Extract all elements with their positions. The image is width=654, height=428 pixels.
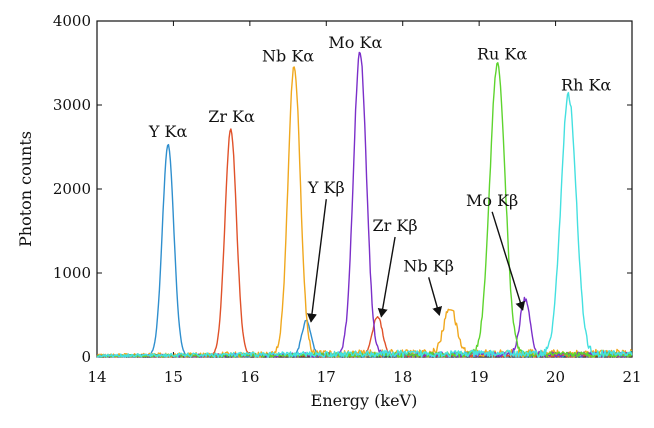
series-line-zr — [96, 128, 632, 358]
series-line-mo — [96, 51, 633, 358]
x-tick-label-1: 15 — [164, 368, 183, 386]
y-tick-label-4: 4000 — [53, 12, 91, 30]
annotation-label-3: Mo Kα — [328, 33, 382, 52]
series-line-rh — [96, 91, 633, 358]
annotation-arrow-8 — [428, 277, 443, 316]
x-tick-label-6: 20 — [546, 368, 565, 386]
annotation-arrow-7 — [377, 236, 396, 318]
annotation-label-7: Zr Kβ — [373, 216, 418, 235]
annotation-arrow-6 — [307, 199, 327, 323]
annotation-label-2: Nb Kα — [262, 46, 314, 65]
annotation-label-4: Ru Kα — [477, 45, 527, 64]
y-tick-label-2: 2000 — [53, 180, 91, 198]
series-lines — [96, 51, 633, 358]
peak-annotations: Y Kα Zr Kα Nb Kα Mo Kα Ru Kα Rh Kα Y Kβ Zr Kβ Nb… — [148, 33, 611, 323]
annotation-arrow-9 — [491, 211, 526, 311]
y-tick-label-0: 0 — [81, 348, 91, 366]
x-tick-label-5: 19 — [470, 368, 489, 386]
annotation-label-6: Y Kβ — [307, 178, 345, 197]
x-tick-label-7: 21 — [622, 368, 641, 386]
x-tick-label-4: 18 — [393, 368, 412, 386]
annotation-label-0: Y Kα — [148, 122, 188, 141]
annotation-label-8: Nb Kβ — [403, 256, 454, 275]
x-tick-label-2: 16 — [240, 368, 259, 386]
x-tick-label-3: 17 — [317, 368, 336, 386]
axis-ticks: 14 15 16 17 18 19 20 21 0 1000 2000 3000 4000 — [53, 12, 642, 386]
y-tick-label-1: 1000 — [53, 264, 91, 282]
x-tick-label-0: 14 — [87, 368, 106, 386]
series-line-y — [96, 143, 633, 358]
y-axis-label: Photon counts — [16, 131, 35, 247]
y-tick-label-3: 3000 — [53, 96, 91, 114]
annotation-label-9: Mo Kβ — [466, 191, 518, 210]
annotation-label-5: Rh Kα — [561, 76, 611, 95]
x-axis-label: Energy (keV) — [311, 391, 418, 410]
annotation-label-1: Zr Kα — [208, 107, 255, 126]
